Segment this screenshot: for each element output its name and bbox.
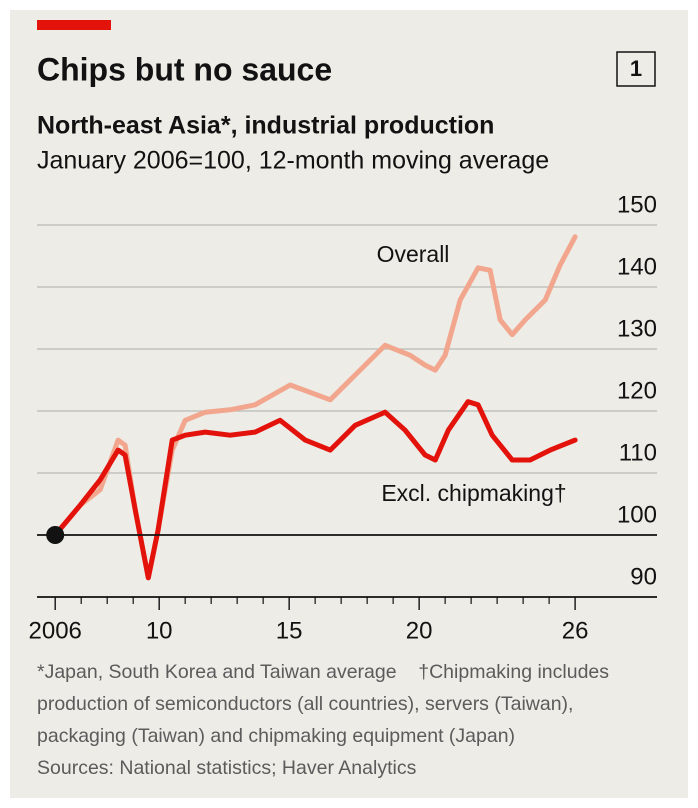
note: *Japan, South Korea and Taiwan average <box>37 661 397 683</box>
x-tick-label: 10 <box>146 617 173 644</box>
x-tick-label: 15 <box>276 617 303 644</box>
chart-title: Chips but no sauce <box>37 51 332 87</box>
origin-marker <box>46 526 65 544</box>
series-line <box>52 234 578 581</box>
y-tick-label: 90 <box>630 563 657 590</box>
y-tick-label: 100 <box>617 501 657 528</box>
series-label: Excl. chipmaking† <box>381 480 566 506</box>
y-tick-label: 140 <box>617 253 657 280</box>
chart-number: 1 <box>630 56 642 81</box>
chart-number-box <box>616 51 656 87</box>
note: †Chipmaking includes production of semic… <box>37 661 610 747</box>
y-tick-label: 150 <box>617 191 657 218</box>
source: Sources: National statistics; Haver Anal… <box>37 757 417 779</box>
footnote: *Japan, South Korea and Taiwan average †… <box>37 656 657 784</box>
y-tick-label: 110 <box>619 439 657 466</box>
series-label: Overall <box>377 241 450 267</box>
subtitle: North-east Asia*, industrial production <box>37 112 494 140</box>
y-tick-label: 130 <box>617 315 657 342</box>
plot-area: 90 100 110 120 130 140 150 2006 10 15 20 26 Overall E… <box>29 191 657 644</box>
series-line <box>52 399 578 581</box>
x-tick-label: 2006 <box>29 617 82 644</box>
x-tick-label: 20 <box>406 617 433 644</box>
y-tick-label: 120 <box>617 377 657 404</box>
x-tick-label: 26 <box>562 617 589 644</box>
page <box>10 10 688 798</box>
description: January 2006=100, 12-month moving averag… <box>37 147 549 175</box>
brand-bar <box>37 20 111 30</box>
